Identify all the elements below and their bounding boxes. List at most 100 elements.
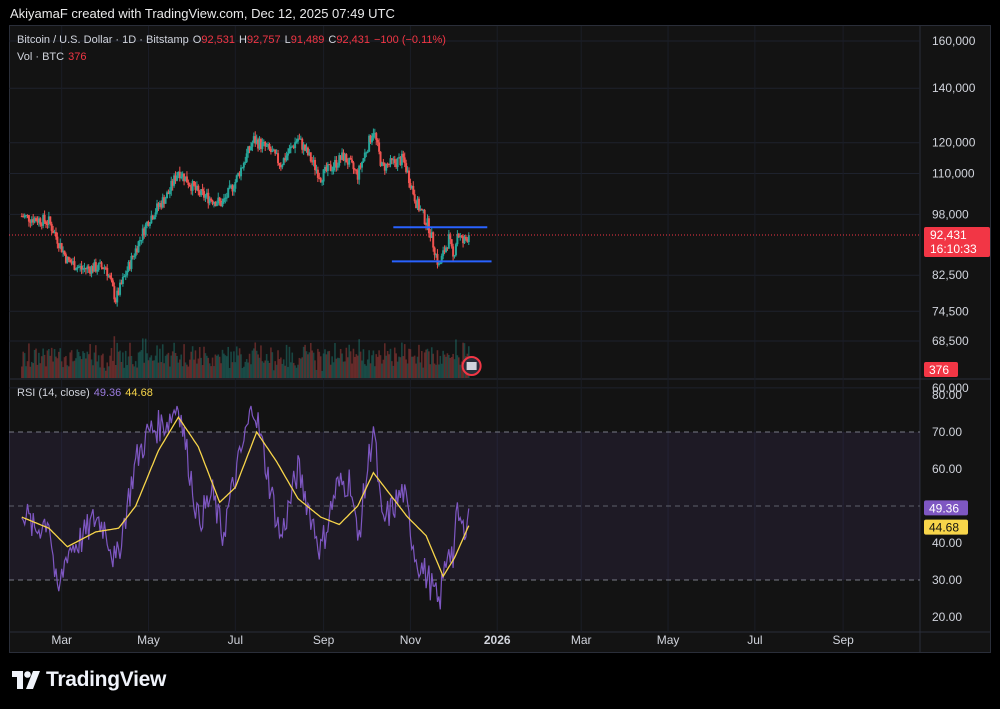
candle-body (309, 152, 312, 162)
volume-bar (277, 350, 279, 378)
candle-body (369, 135, 372, 143)
volume-bar (183, 344, 185, 378)
candle-body (324, 166, 327, 170)
volume-bar (366, 359, 369, 378)
chart-frame[interactable] (9, 25, 991, 653)
volume-bar (462, 342, 464, 378)
volume-bar (144, 338, 147, 378)
candle-body (190, 186, 193, 191)
candle-body (173, 175, 176, 186)
volume-bar (190, 351, 192, 378)
candle-body (230, 185, 233, 187)
candle-body (311, 161, 314, 163)
volume-bar (379, 355, 382, 378)
candle-body (222, 198, 225, 202)
volume-bar (314, 360, 316, 378)
volume-bar (258, 357, 261, 378)
volume-bar (352, 348, 355, 378)
low-value: 91,489 (290, 34, 325, 46)
volume-bar (109, 355, 111, 378)
volume-bar (139, 351, 141, 378)
volume-bar (169, 366, 171, 378)
volume-bar (406, 363, 409, 378)
candle-body (375, 133, 378, 140)
volume-bar (275, 364, 278, 378)
candle-body (201, 189, 204, 192)
volume-bar (448, 354, 450, 378)
candle-body (373, 133, 376, 135)
candles (20, 128, 470, 307)
volume-bar (163, 363, 165, 378)
volume-bar (319, 356, 322, 378)
volume-bar (93, 352, 96, 378)
creator-line: AkiyamaF created with TradingView.com, D… (10, 6, 395, 21)
candle-body (420, 208, 423, 211)
volume-bar (291, 352, 294, 378)
volume-bar (450, 357, 453, 378)
volume-bar (423, 352, 426, 378)
volume-bar (218, 356, 221, 378)
candle-body (37, 218, 40, 223)
volume-bar (281, 363, 284, 378)
volume-bar (79, 356, 81, 378)
volume-bar (176, 355, 178, 378)
candle-body (91, 266, 94, 272)
volume-bar (284, 365, 286, 378)
volume-bar (402, 356, 405, 378)
candle-body (365, 152, 368, 154)
candle-body (400, 153, 403, 166)
candle-body (237, 172, 240, 176)
volume-bar (361, 360, 363, 378)
volume-bar (267, 360, 269, 378)
candle-body (39, 218, 42, 225)
candle-body (301, 138, 304, 150)
candle-body (74, 269, 77, 271)
candle-body (180, 176, 183, 179)
candle-body (295, 141, 298, 143)
candle-body (116, 290, 119, 303)
volume-bar (59, 348, 62, 378)
price-tick-label: 160,000 (932, 34, 976, 48)
volume-bar (25, 366, 27, 378)
candle-body (278, 163, 281, 165)
volume-bar (107, 366, 110, 378)
candle-body (220, 200, 223, 207)
candle-body (457, 233, 460, 238)
candle-body (227, 187, 230, 198)
candle-body (361, 162, 364, 168)
volume-bar (173, 342, 175, 378)
candle-body (370, 137, 373, 143)
volume-bar (60, 361, 63, 378)
volume-bar (245, 359, 248, 378)
volume-bar (459, 364, 462, 378)
candle-body (456, 233, 459, 245)
candle-body (22, 216, 25, 218)
volume-bar (337, 357, 339, 378)
candle-body (33, 218, 36, 223)
candle-body (25, 215, 28, 217)
candle-body (146, 221, 149, 225)
volume-bar (208, 363, 211, 378)
candle-body (232, 188, 235, 192)
volume-bar (411, 356, 413, 378)
volume-bar (327, 351, 329, 378)
volume-label: Vol · BTC (17, 51, 65, 63)
volume-bar (72, 361, 74, 378)
tradingview-logo-icon (12, 671, 40, 689)
volume-bar (305, 351, 308, 378)
volume-bar (419, 362, 422, 378)
candle-body (389, 158, 392, 165)
volume-bar (376, 356, 379, 378)
candle-body (338, 155, 341, 166)
tradingview-logo[interactable]: TradingView (12, 668, 166, 692)
volume-bar (160, 362, 163, 378)
volume-bar (194, 350, 197, 378)
candle-body (49, 216, 52, 224)
volume-bar (287, 366, 289, 378)
candle-body (349, 157, 352, 160)
volume-bar (396, 361, 399, 378)
candle-body (215, 203, 218, 206)
candle-body (396, 158, 399, 168)
candle-body (183, 173, 186, 182)
